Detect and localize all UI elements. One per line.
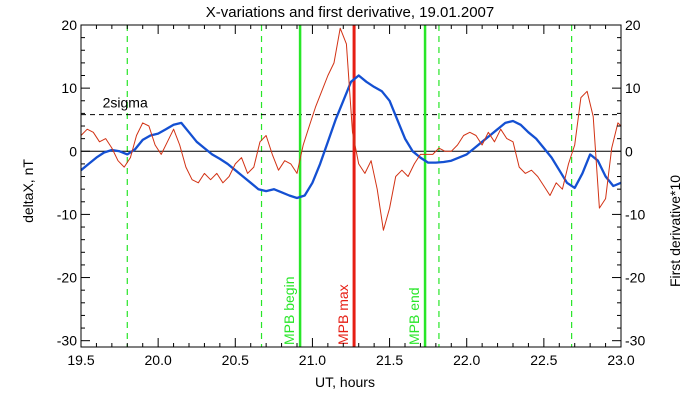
y-tick-left-label-4: 10 — [61, 80, 77, 96]
x-tick-label-6: 22.5 — [530, 352, 557, 368]
y-tick-right-label-1: -20 — [625, 270, 645, 286]
y-tick-left-label-1: -20 — [57, 270, 77, 286]
marker-label-1: MPB max — [335, 284, 351, 345]
plot-area: 2sigma MPB begin MPB max MPB end 19.5 20.0 20.… — [57, 17, 646, 368]
x-tick-label-2: 20.5 — [222, 352, 249, 368]
plot-frame — [80, 24, 622, 348]
y-tick-right-label-5: 20 — [625, 17, 641, 33]
marker-label-2: MPB end — [406, 287, 422, 345]
x-axis-label: UT, hours — [315, 374, 375, 390]
y-tick-right-label-0: -30 — [625, 333, 645, 349]
y-tick-left-label-0: -30 — [57, 333, 77, 349]
marker-label-0: MPB begin — [281, 277, 297, 345]
x-tick-label-1: 20.0 — [145, 352, 172, 368]
series-line-0 — [80, 74, 622, 200]
y-tick-right-label-2: -10 — [625, 206, 645, 222]
series-line-1 — [80, 27, 622, 231]
y-tick-left-label-5: 20 — [61, 17, 77, 33]
x-tick-label-0: 19.5 — [67, 352, 94, 368]
x-tick-label-4: 21.5 — [376, 352, 403, 368]
x-tick-label-5: 22.0 — [453, 352, 480, 368]
y-tick-right-label-4: 10 — [625, 80, 641, 96]
y-tick-right-label-3: 0 — [625, 143, 633, 159]
x-tick-label-3: 21.0 — [299, 352, 326, 368]
x-tick-label-7: 23.0 — [607, 352, 634, 368]
two-sigma-label: 2sigma — [103, 95, 148, 111]
chart-title: X-variations and first derivative, 19.01… — [206, 4, 495, 21]
y-axis-right-label: First derivative*10 — [667, 175, 683, 287]
y-tick-left-label-2: -10 — [57, 206, 77, 222]
y-axis-left-label: deltaX, nT — [20, 159, 36, 223]
y-tick-left-label-3: 0 — [69, 143, 77, 159]
